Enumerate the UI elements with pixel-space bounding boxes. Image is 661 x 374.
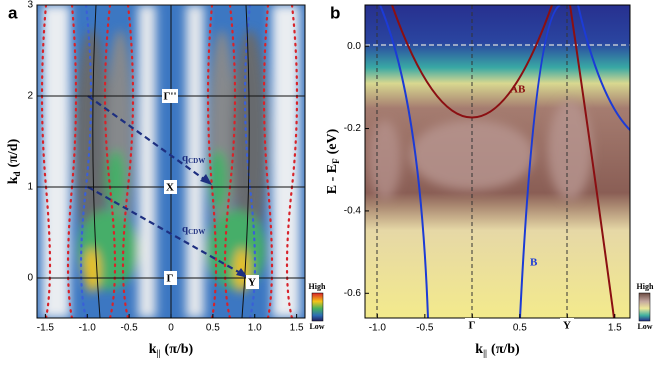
band-label: AB <box>510 84 526 96</box>
y-tick-label: 0 <box>27 273 33 284</box>
y-axis-label: E - EF (eV) <box>325 128 341 194</box>
frame-b <box>364 4 631 319</box>
point-label: Y <box>248 277 256 289</box>
x-tick-label: 1.5 <box>608 323 622 334</box>
point-label: Γ <box>167 273 174 285</box>
y-tick-label: 2 <box>27 91 33 102</box>
panel-label: b <box>330 3 340 22</box>
x-axis-label-main: k <box>475 342 483 357</box>
point-label: Γ <box>469 320 476 332</box>
x-axis-label-sub: || <box>483 348 487 358</box>
colorbar-a <box>311 292 324 322</box>
y-tick-label: -0.6 <box>344 288 362 299</box>
x-tick-label: 1.5 <box>290 323 304 334</box>
intensity-map-b <box>365 5 630 318</box>
intensity-map-a <box>37 5 305 318</box>
y-tick-label: 1 <box>27 182 33 193</box>
y-axis-label-unit: (eV) <box>325 128 340 154</box>
x-axis-label-main: k <box>149 342 157 357</box>
x-tick-label: -1.0 <box>79 323 97 334</box>
y-tick-label: -0.2 <box>344 123 362 134</box>
x-tick-label: 1.0 <box>248 323 262 334</box>
q-label: qCDW <box>182 223 205 236</box>
x-tick-label: -0.5 <box>416 323 434 334</box>
x-axis-label-unit: (π/b) <box>491 342 520 357</box>
x-tick-label: -1.5 <box>37 323 55 334</box>
y-axis-label-main: k <box>6 176 21 184</box>
x-tick-label: -0.5 <box>121 323 139 334</box>
q-label: qCDW <box>182 152 205 165</box>
y-axis-label-sub: F <box>331 158 341 164</box>
y-tick-label: 3 <box>27 0 33 11</box>
x-tick-label: 0.5 <box>513 323 527 334</box>
colorbar-low: Low <box>309 322 324 331</box>
colorbar-high: High <box>637 282 654 291</box>
x-axis-label-sub: || <box>157 348 161 358</box>
colorbar-high: High <box>309 282 326 291</box>
colorbar-low: Low <box>637 322 652 331</box>
y-axis-label-main: E - E <box>325 164 340 194</box>
y-axis-label-sub: d <box>12 171 22 176</box>
x-axis-label: k|| (π/b) <box>149 342 194 358</box>
x-tick-label: -1.0 <box>369 323 387 334</box>
point-label: X <box>166 182 174 194</box>
x-axis-label-unit: (π/b) <box>165 342 194 357</box>
y-axis-label: kd (π/d) <box>6 138 22 184</box>
band-label: B <box>530 257 538 269</box>
point-label: Y <box>563 320 571 332</box>
annotations: Γ'' X Γ Y qCDW qCDW AB B Γ Y <box>162 84 574 333</box>
y-tick-label: -0.4 <box>344 206 362 217</box>
colorbar-b <box>638 292 651 322</box>
x-tick-label: 0 <box>168 323 174 334</box>
y-axis-label-unit: (π/d) <box>6 138 21 167</box>
x-tick-label: 0.5 <box>206 323 220 334</box>
panel-label: a <box>8 3 18 22</box>
x-axis-label: k|| (π/b) <box>475 342 520 358</box>
point-label: Γ'' <box>163 91 176 103</box>
y-tick-label: 0.0 <box>347 41 361 52</box>
